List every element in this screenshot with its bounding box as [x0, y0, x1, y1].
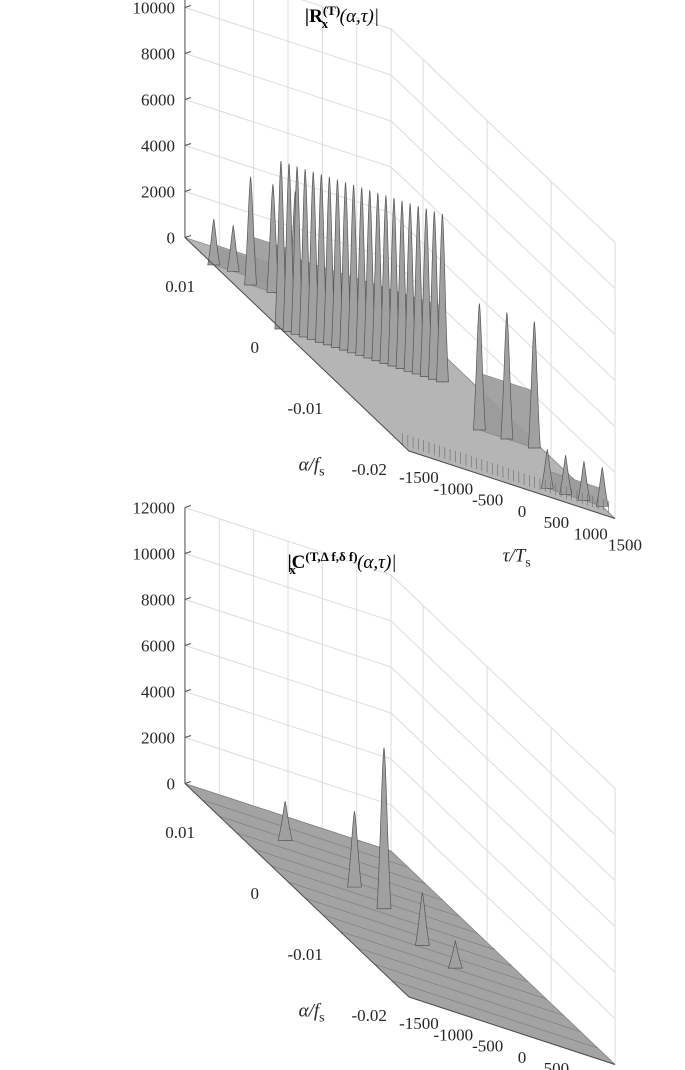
z-tick-mark-0	[184, 781, 192, 784]
peak-2-20	[436, 213, 449, 383]
alpha-axis-line	[184, 783, 410, 998]
alpha-axis-label: α/fs	[299, 1001, 325, 1026]
alpha-tick-label-2: -0.01	[288, 945, 323, 964]
alpha-tick-label-1: 0	[250, 338, 259, 357]
alpha-tick-label-0: 0.01	[165, 823, 195, 842]
peak-3	[414, 892, 430, 946]
alpha-tick-label-1: 0	[250, 884, 259, 903]
floor-row-8	[271, 865, 478, 934]
floor-row-1	[391, 980, 598, 1049]
floor-row-12	[202, 799, 409, 868]
peak-4-1	[559, 455, 573, 495]
floor-row-4	[339, 931, 547, 1000]
z-tick-mark-1	[184, 189, 192, 192]
peak-3-1	[500, 312, 514, 440]
tau-tick-label-4: 500	[544, 513, 570, 532]
alpha-tick-label-0: 0.01	[165, 277, 195, 296]
tau-tick-label-0: -1500	[399, 468, 439, 487]
peak-4-2	[577, 461, 591, 501]
z-tick-label-3: 6000	[141, 91, 175, 110]
tau-tick-label-1: -1000	[433, 479, 473, 498]
z-tick-mark-0	[184, 235, 192, 238]
tau-axis-line	[408, 996, 616, 1065]
z-tick-mark-2	[184, 143, 192, 146]
peak-2	[376, 747, 392, 910]
z-tick-label-5: 10000	[132, 0, 175, 18]
grid-line-z-6	[184, 507, 616, 789]
alpha-tick-label-3: -0.02	[352, 1006, 387, 1025]
alpha-tick-label-3: -0.02	[352, 460, 387, 479]
peak-4-0	[540, 449, 554, 489]
z-tick-label-5: 10000	[132, 545, 175, 564]
z-tick-label-2: 4000	[141, 683, 175, 702]
tau-axis-label: τ/Ts	[503, 546, 531, 571]
tau-tick-label-4: 500	[544, 1059, 570, 1070]
z-tick-mark-1	[184, 735, 192, 738]
z-tick-label-6: 12000	[132, 499, 175, 518]
z-tick-label-0: 0	[166, 229, 175, 248]
peak-0-1	[226, 225, 240, 272]
tau-tick-label-2: -500	[472, 1037, 503, 1056]
tau-tick-label-6: 1500	[608, 536, 642, 555]
z-tick-mark-2	[184, 689, 192, 692]
floor-row-3	[357, 947, 564, 1016]
panel-bottom-plot: 020004000600080001000012000-1500-1000-50…	[132, 499, 616, 1070]
z-tick-mark-4	[184, 51, 192, 54]
panel-top-plot: 020004000600080001000012000-1500-1000-50…	[132, 0, 642, 571]
floor-row-7	[288, 881, 495, 950]
z-tick-mark-3	[184, 643, 192, 646]
peak-4	[447, 940, 463, 969]
peak-0	[277, 801, 293, 841]
grid-line-z-5	[184, 553, 616, 835]
z-tick-label-1: 2000	[141, 183, 175, 202]
alpha-axis-line	[184, 237, 410, 452]
peak-3-0	[473, 303, 486, 431]
z-tick-mark-5	[184, 5, 192, 8]
peak-1-1	[266, 184, 280, 293]
floor-row-2	[374, 963, 581, 1032]
peak-4-3	[595, 467, 609, 507]
z-tick-label-4: 8000	[141, 591, 175, 610]
z-tick-label-0: 0	[166, 775, 175, 794]
z-tick-mark-6	[184, 505, 192, 508]
chart-title: |C(T,Δ f,δ f) x (α,τ)|	[287, 549, 396, 577]
z-tick-label-4: 8000	[141, 45, 175, 64]
floor-row-6	[305, 898, 512, 967]
floor-row-5	[322, 914, 529, 983]
z-tick-label-3: 6000	[141, 637, 175, 656]
surface	[184, 161, 616, 519]
peak-1	[347, 811, 362, 888]
floor-row-10	[236, 832, 443, 901]
tau-tick-label-0: -1500	[399, 1014, 439, 1033]
z-tick-mark-5	[184, 551, 192, 554]
peak-3-2	[527, 321, 541, 449]
z-tick-mark-3	[184, 97, 192, 100]
floor-row-11	[219, 816, 426, 885]
z-tick-label-2: 4000	[141, 137, 175, 156]
tau-tick-label-1: -1000	[433, 1025, 473, 1044]
tau-axis-line	[408, 450, 616, 519]
tau-tick-label-3: 0	[518, 1048, 527, 1067]
z-tick-mark-4	[184, 597, 192, 600]
chart-title: |R(T) x (α,τ)|	[305, 3, 379, 31]
peak-0-0	[207, 218, 221, 266]
tau-tick-label-5: 1000	[574, 524, 608, 543]
alpha-tick-label-2: -0.01	[288, 399, 323, 418]
tau-tick-label-3: 0	[518, 502, 527, 521]
tau-tick-label-2: -500	[472, 491, 503, 510]
alpha-axis-label: α/fs	[299, 455, 325, 480]
z-tick-label-1: 2000	[141, 729, 175, 748]
peak-1-0	[244, 176, 257, 286]
